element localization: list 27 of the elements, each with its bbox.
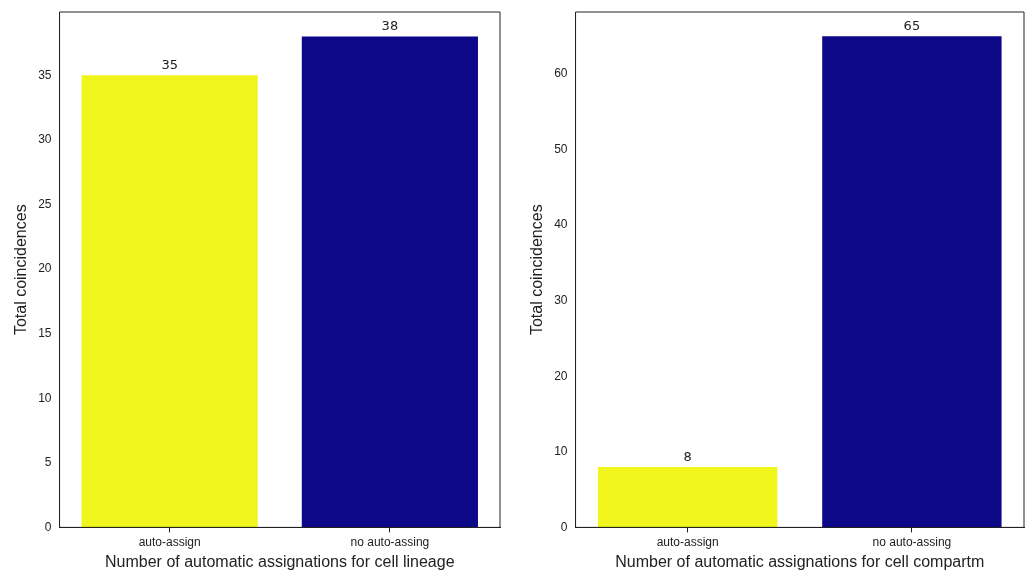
y-tick-label: 15 (38, 325, 52, 340)
y-tick-label: 30 (554, 293, 568, 307)
y-tick-label: 20 (38, 261, 52, 276)
y-tick-label: 10 (554, 444, 568, 459)
x-tick-label: auto-assign (138, 534, 201, 549)
y-tick-label: 0 (560, 519, 568, 534)
data-label: 65 (903, 18, 921, 34)
x-tick-label: no auto-assing (872, 534, 952, 549)
x-tick-label: auto-assign (656, 534, 719, 549)
x-axis-title: Number of automatic assignations for cell lineage (105, 552, 455, 570)
x-tick-label: no auto-assing (350, 534, 430, 549)
data-label: 8 (683, 448, 692, 464)
data-label: 35 (161, 57, 178, 73)
data-label: 38 (381, 18, 399, 34)
y-tick-label: 35 (38, 67, 52, 82)
y-tick-label: 10 (38, 390, 52, 405)
y-axis-title: Total coincidences (528, 204, 546, 336)
y-axis-title: Total coincidences (12, 204, 30, 336)
y-tick-label: 20 (554, 368, 568, 383)
y-tick-label: 0 (44, 519, 52, 534)
y-tick-label: 5 (44, 455, 52, 470)
y-tick-label: 50 (554, 141, 568, 156)
y-tick-label: 40 (554, 217, 568, 232)
y-tick-label: 25 (38, 196, 52, 211)
x-axis-title: Number of automatic assignations for cell compartm (615, 552, 985, 570)
y-tick-label: 30 (38, 132, 52, 147)
y-tick-label: 60 (554, 66, 568, 81)
